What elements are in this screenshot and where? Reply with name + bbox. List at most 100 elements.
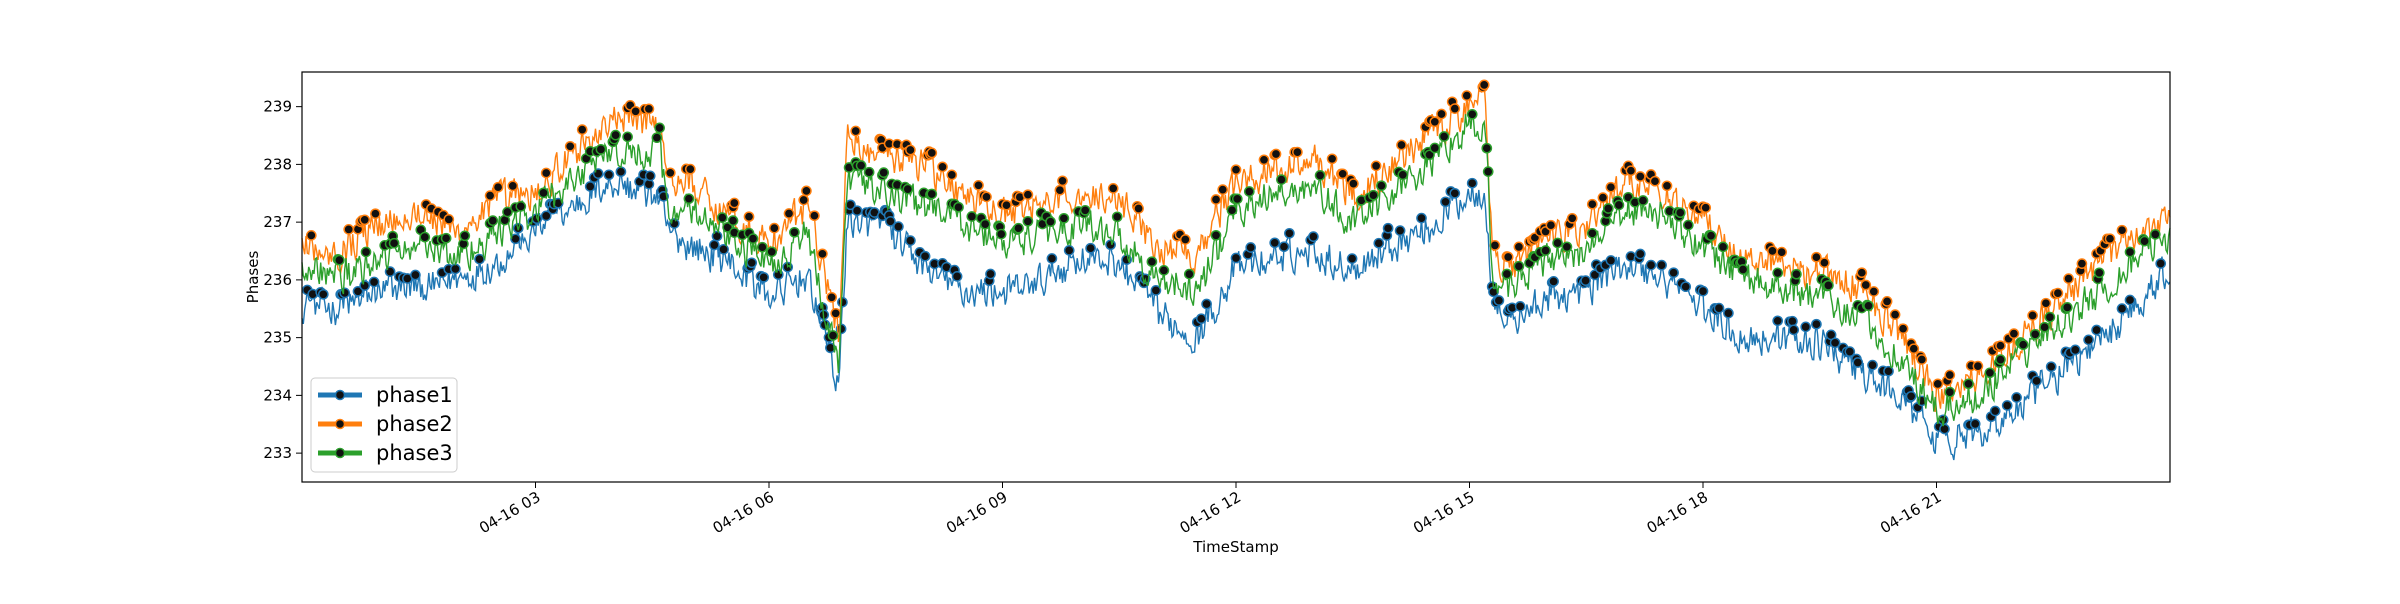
peak-marker-phase3 (995, 228, 1007, 240)
y-tick-label: 235 (263, 329, 292, 347)
peak-marker-phase3 (1823, 280, 1834, 291)
peak-marker-phase2 (1661, 180, 1673, 192)
peak-marker-phase1 (644, 170, 656, 182)
peak-marker-phase2 (1210, 194, 1222, 205)
peak-marker-phase1 (1787, 315, 1798, 327)
peak-marker-phase3 (1226, 204, 1238, 216)
y-axis: 233 234 235 236 237 238 239 (263, 98, 302, 462)
peak-marker-phase3 (863, 166, 875, 178)
peak-marker-phase2 (1217, 184, 1229, 195)
peak-marker-phase1 (1969, 418, 1981, 430)
peak-marker-phase3 (766, 246, 778, 258)
peak-marker-phase2 (2104, 233, 2116, 245)
peak-marker-phase1 (615, 166, 627, 178)
peak-marker-phase1 (1634, 248, 1646, 260)
peak-marker-phase2 (1461, 90, 1473, 101)
x-axis: 04-16 03 04-16 06 04-16 09 04-16 12 04-16 15… (476, 482, 1945, 537)
peak-marker-phase1 (1449, 187, 1461, 199)
legend-marker-phase1 (334, 389, 346, 401)
peak-marker-phase2 (830, 307, 842, 319)
peak-marker-phase2 (926, 147, 938, 159)
peak-marker-phase3 (2061, 302, 2073, 313)
peak-marker-phase2 (564, 140, 576, 152)
peak-marker-phase2 (2052, 287, 2064, 299)
peak-marker-phase2 (359, 214, 371, 226)
peak-marker-phase3 (1637, 195, 1649, 206)
peak-marker-phase3 (1995, 354, 2006, 365)
peak-marker-phase1 (2155, 258, 2167, 269)
peak-marker-phase1 (1939, 423, 1950, 435)
peak-marker-phase1 (1800, 321, 1812, 333)
peak-marker-phase3 (1158, 265, 1170, 276)
peak-marker-phase3 (2139, 235, 2150, 247)
x-tick-label: 04-16 12 (1177, 488, 1244, 537)
peak-marker-phase1 (1811, 318, 1822, 330)
x-tick-label: 04-16 21 (1877, 488, 1944, 537)
peak-marker-phase2 (370, 208, 381, 220)
peak-marker-phase3 (1231, 193, 1243, 205)
legend-label-phase2: phase2 (376, 412, 453, 436)
peak-marker-phase1 (1905, 390, 1917, 402)
peak-marker-phase3 (789, 226, 800, 238)
peak-marker-phase3 (1111, 211, 1123, 223)
peak-marker-phase1 (1723, 307, 1734, 319)
peak-marker-phase2 (1897, 323, 1909, 335)
peak-marker-phase2 (1337, 168, 1349, 180)
peak-marker-phase3 (1613, 199, 1625, 211)
peak-marker-phase2 (1258, 154, 1270, 166)
y-tick-label: 237 (263, 213, 292, 231)
peak-marker-phase1 (1844, 346, 1856, 357)
peak-marker-phase3 (502, 206, 513, 218)
peak-marker-phase2 (1972, 360, 1984, 372)
peak-marker-phase1 (2116, 303, 2128, 314)
series-line-phase1 (301, 171, 2171, 461)
peak-marker-phase1 (1346, 253, 1358, 264)
peak-marker-phase1 (1772, 315, 1784, 327)
series-layer (301, 79, 2171, 461)
peak-marker-phase2 (1767, 245, 1778, 257)
peak-marker-phase1 (2045, 361, 2057, 373)
peak-marker-phase1 (450, 263, 461, 275)
peak-marker-phase1 (368, 276, 380, 288)
peak-marker-phase3 (1737, 264, 1749, 275)
peak-marker-phase1 (893, 221, 904, 232)
peak-marker-phase1 (1493, 295, 1505, 306)
peak-marker-phase3 (756, 241, 768, 253)
peak-marker-phase1 (1269, 237, 1281, 249)
peak-marker-phase3 (1561, 241, 1573, 253)
peak-marker-phase3 (1682, 219, 1694, 231)
peak-marker-phase3 (1963, 378, 1974, 390)
legend: phase1 phase2 phase3 (310, 377, 458, 473)
peak-marker-phase1 (1085, 242, 1096, 254)
peak-marker-phase2 (1107, 183, 1119, 194)
peak-marker-phase2 (1292, 146, 1303, 158)
peak-marker-phase1 (851, 205, 863, 217)
peak-marker-phase1 (1605, 255, 1617, 266)
peak-marker-phase1 (474, 253, 485, 265)
x-tick-label: 04-16 03 (476, 488, 543, 537)
peak-marker-phase2 (305, 230, 317, 241)
peak-marker-phase1 (1989, 405, 2001, 417)
peak-marker-phase3 (515, 201, 527, 212)
peak-marker-phase1 (985, 268, 996, 280)
peak-marker-phase3 (651, 132, 663, 144)
peak-marker-phase2 (492, 181, 504, 193)
peak-marker-phase3 (953, 201, 964, 213)
peak-marker-phase3 (2017, 339, 2029, 351)
peak-marker-phase3 (1438, 131, 1450, 142)
peak-marker-phase2 (1868, 286, 1880, 297)
peak-marker-phase3 (1314, 170, 1326, 181)
peak-marker-phase2 (826, 291, 838, 303)
peak-marker-phase2 (1429, 116, 1441, 128)
peak-marker-phase3 (459, 230, 471, 242)
peak-marker-phase1 (1466, 177, 1478, 189)
peak-marker-phase3 (727, 215, 739, 226)
peak-marker-phase1 (2124, 294, 2136, 306)
x-tick-label: 04-16 09 (943, 488, 1010, 537)
peak-marker-phase3 (1045, 216, 1056, 228)
peak-marker-phase3 (1705, 230, 1717, 242)
peak-marker-phase1 (746, 257, 758, 269)
peak-marker-phase2 (1436, 108, 1447, 120)
peak-marker-phase2 (2027, 310, 2038, 321)
peak-marker-phase1 (1278, 241, 1290, 253)
